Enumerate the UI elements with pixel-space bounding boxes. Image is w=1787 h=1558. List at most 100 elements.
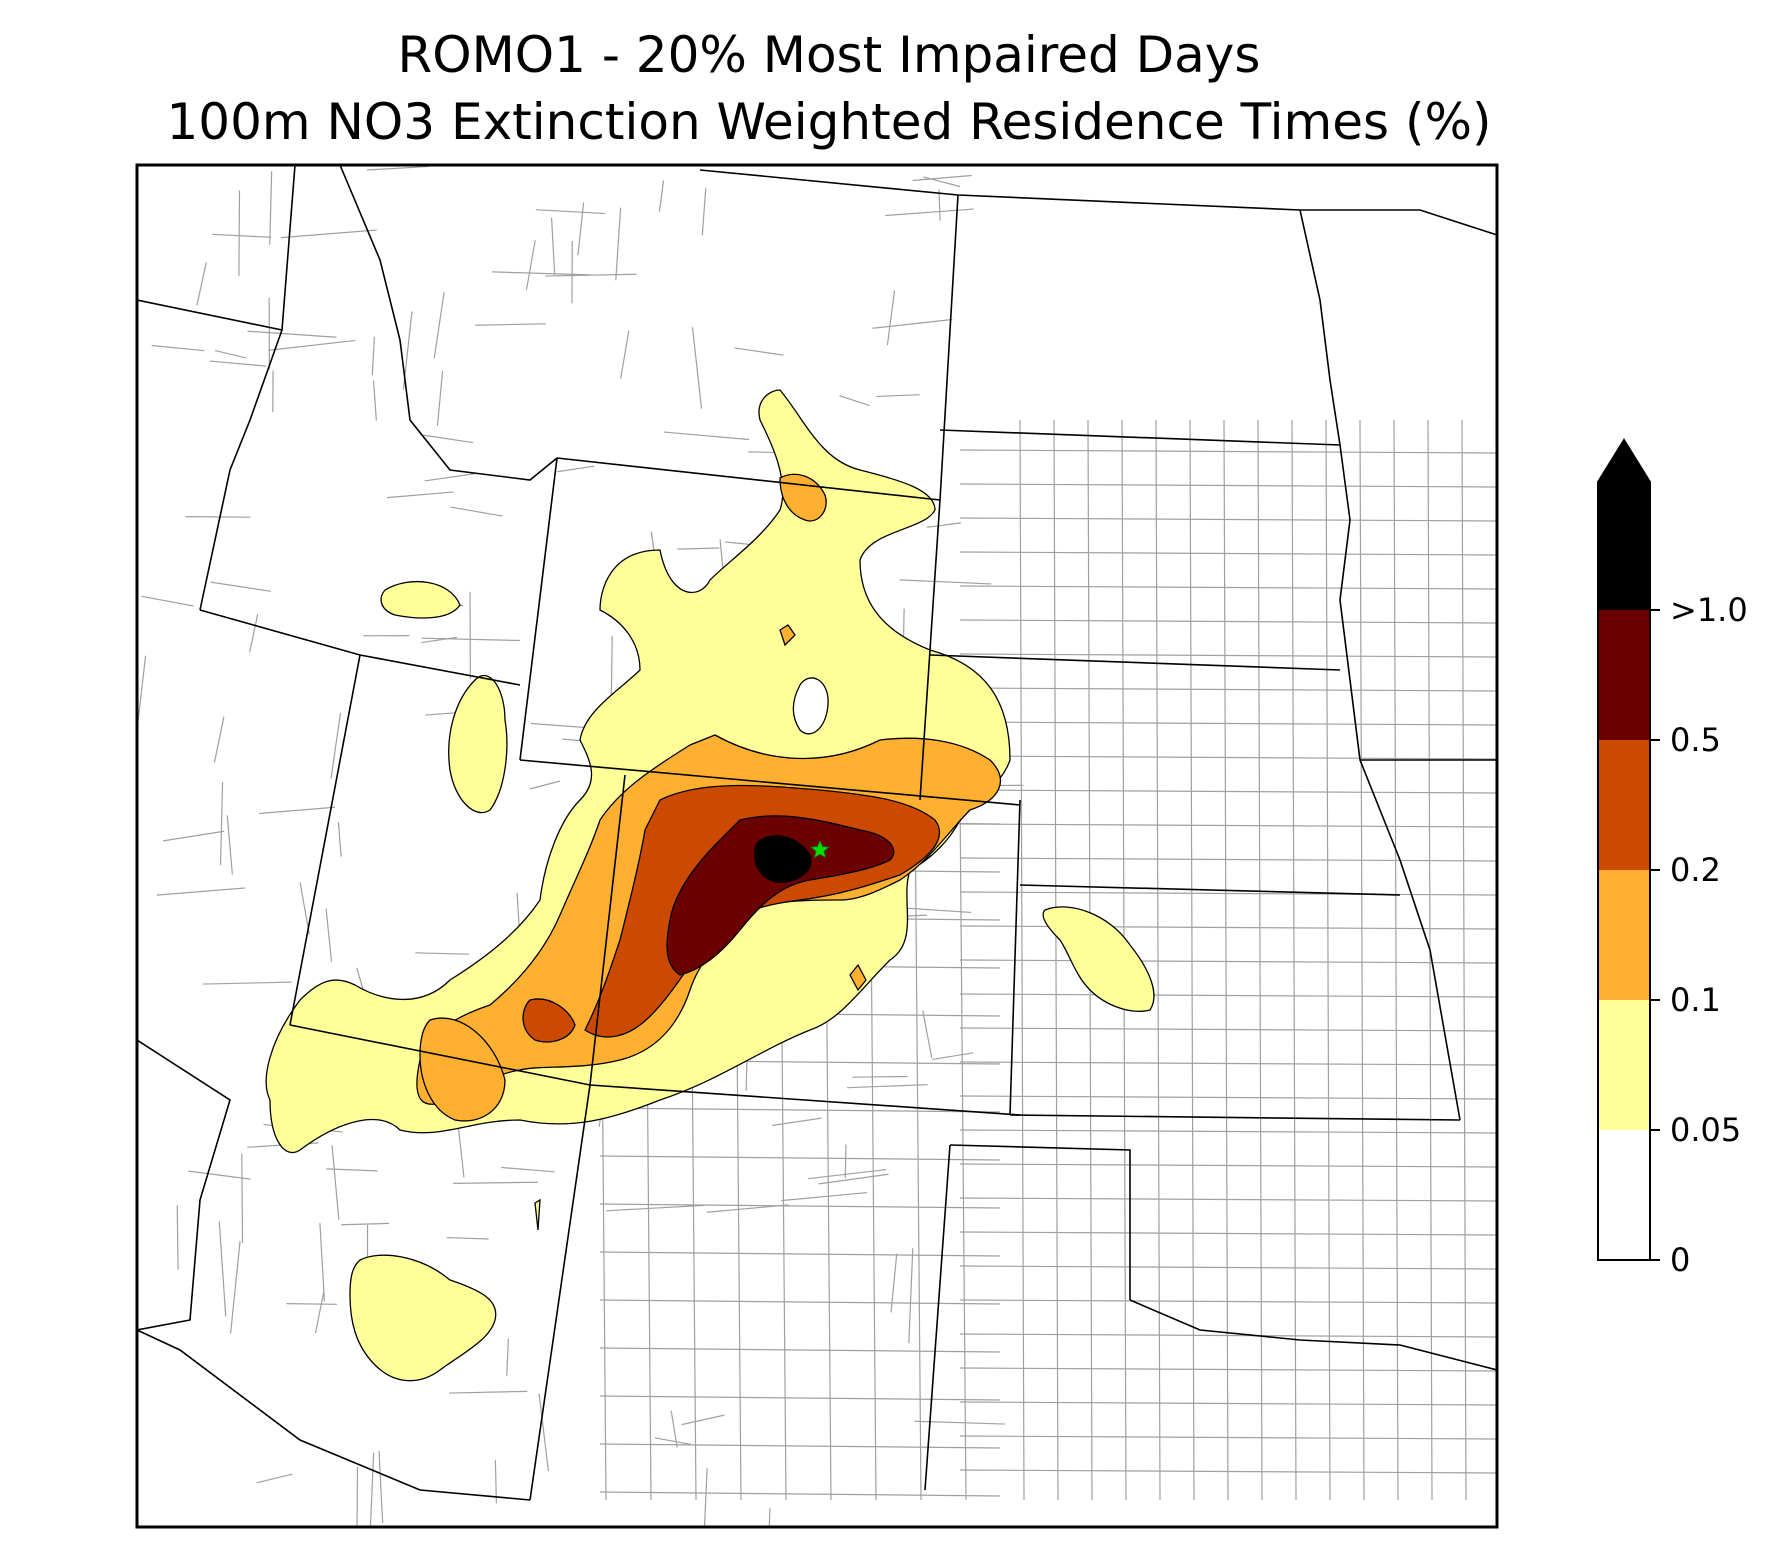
colorbar-tick-label: 0.05 — [1670, 1111, 1741, 1149]
county-line — [433, 292, 445, 359]
county-line — [247, 330, 337, 338]
colorbar: 0 0.05 0.1 0.2 0.5 >1.0 — [1597, 438, 1748, 1279]
county-line — [599, 1155, 1001, 1161]
receptor-star — [810, 839, 830, 859]
contour-0.05-idaho — [380, 580, 461, 619]
county-line — [269, 171, 273, 245]
county-line — [372, 380, 377, 421]
county-line — [959, 1163, 1497, 1168]
colorbar-outline — [1597, 438, 1651, 1261]
county-line — [319, 1223, 326, 1302]
county-line — [326, 1168, 378, 1172]
county-line — [219, 782, 224, 866]
border-dakota-river — [1299, 209, 1431, 951]
county-line — [202, 981, 292, 985]
contour-0.1-sliver — [849, 963, 867, 992]
border-wyoming-south — [519, 759, 1021, 806]
county-line — [734, 347, 784, 356]
colorbar-segment — [1598, 870, 1650, 1000]
county-line — [557, 465, 595, 473]
county-line — [241, 1153, 244, 1244]
county-line — [506, 1338, 509, 1377]
contour-0.05-kansas — [1042, 906, 1155, 1012]
county-line — [959, 1027, 1497, 1032]
border-mexico — [137, 1329, 531, 1501]
county-line — [475, 323, 546, 326]
county-line — [908, 1248, 914, 1344]
chart-subtitle: 100m NO3 Extinction Weighted Residence T… — [166, 93, 1492, 151]
colorbar-tick-label: 0.1 — [1670, 981, 1721, 1019]
county-line — [959, 517, 1497, 522]
county-line — [529, 780, 561, 790]
county-line — [141, 595, 194, 607]
county-line — [341, 1222, 389, 1226]
border-sd-ne — [929, 654, 1341, 671]
county-line — [1257, 419, 1263, 1501]
county-line — [959, 687, 1497, 692]
border-nd-sd — [939, 429, 1341, 446]
county-line — [959, 449, 1497, 454]
county-line — [330, 712, 342, 779]
county-line — [1155, 419, 1161, 1501]
border-ok-texas-river — [1129, 1299, 1497, 1371]
county-line — [959, 755, 1497, 760]
border-nevada-utah — [289, 654, 361, 1026]
county-line — [852, 1075, 908, 1078]
county-line — [599, 1251, 1001, 1257]
county-line — [959, 959, 1497, 964]
border-nm-texas — [924, 1144, 951, 1491]
county-line — [226, 815, 233, 875]
county-line — [259, 806, 336, 815]
county-line — [691, 327, 703, 409]
county-line — [196, 262, 207, 306]
border-mo-west — [1429, 949, 1461, 1121]
map-frame — [135, 163, 1499, 1529]
colorbar-segment — [1598, 1000, 1650, 1130]
county-line — [450, 506, 503, 517]
county-line — [938, 189, 941, 221]
county-line — [331, 1145, 340, 1220]
county-line — [886, 290, 896, 346]
chart-title: ROMO1 - 20% Most Impaired Days — [397, 26, 1261, 84]
county-line — [1189, 419, 1195, 1501]
county-line — [249, 614, 259, 653]
county-line — [914, 799, 922, 1501]
county-line — [268, 339, 356, 351]
county-line — [387, 491, 454, 499]
county-line — [959, 789, 1497, 794]
county-line — [185, 516, 251, 518]
colorbar-segment — [1598, 740, 1650, 870]
county-line — [545, 273, 637, 277]
county-line — [677, 547, 720, 550]
county-line — [912, 174, 972, 182]
county-line — [872, 318, 953, 329]
border-canada — [699, 169, 1497, 236]
county-line — [599, 1299, 1001, 1305]
county-line — [654, 1437, 692, 1446]
border-arizona-nm — [529, 1084, 591, 1501]
county-line — [606, 1204, 705, 1212]
county-line — [599, 1443, 1001, 1449]
county-line — [415, 952, 470, 955]
receptor-star-icon — [810, 839, 830, 859]
county-line — [210, 581, 271, 592]
colorbar-tick-label: >1.0 — [1670, 591, 1748, 629]
county-line — [899, 579, 992, 585]
contour-0.05-west — [448, 674, 508, 814]
county-line — [959, 993, 1497, 998]
county-line — [449, 1390, 528, 1394]
county-line — [577, 202, 585, 256]
map-area — [137, 165, 1497, 1527]
county-line — [424, 473, 476, 482]
county-line — [367, 165, 429, 171]
county-line — [1291, 419, 1297, 1501]
county-line — [256, 1473, 293, 1484]
county-line — [550, 217, 556, 275]
border-arizona-ca — [137, 1039, 231, 1331]
county-line — [703, 1468, 708, 1527]
border-ks-ok — [1009, 1114, 1461, 1121]
county-line — [959, 1367, 1497, 1372]
colorbar-tick-label: 0 — [1670, 1241, 1690, 1279]
county-line — [314, 1291, 325, 1334]
